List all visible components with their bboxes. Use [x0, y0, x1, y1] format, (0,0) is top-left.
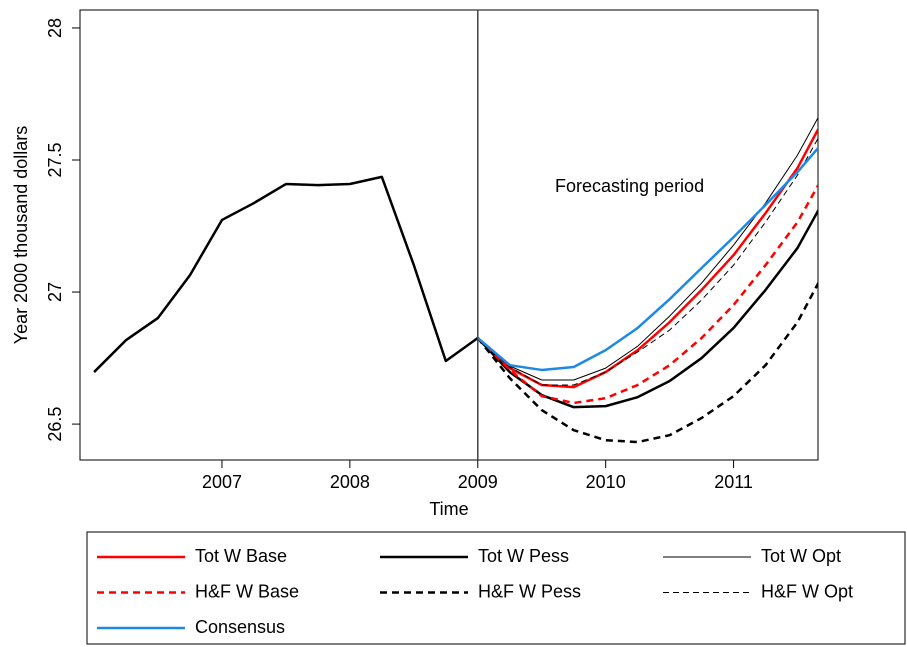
annotation: Forecasting period	[555, 176, 704, 196]
y-tick-label: 26.5	[45, 407, 65, 442]
series-line	[476, 146, 818, 372]
series-line	[476, 126, 818, 389]
x-tick-label: 2009	[458, 472, 498, 492]
x-tick-label: 2011	[714, 472, 753, 492]
y-tick-label: 27	[45, 282, 65, 302]
legend-label: Consensus	[195, 617, 285, 637]
legend-label: Tot W Opt	[761, 546, 841, 566]
series-line	[93, 175, 479, 373]
series-line	[477, 137, 818, 386]
plot-area	[93, 116, 818, 444]
legend-label: H&F W Pess	[478, 581, 581, 601]
legend-label: Tot W Base	[195, 546, 287, 566]
plot-frame	[79, 9, 819, 461]
legend-label: H&F W Base	[195, 581, 299, 601]
x-tick-label: 2008	[330, 472, 370, 492]
y-tick-label: 28	[45, 18, 65, 38]
legend-label: H&F W Opt	[761, 581, 853, 601]
legend-label: Tot W Pess	[478, 546, 569, 566]
series-line	[477, 116, 818, 381]
y-tick-label: 27.5	[45, 142, 65, 177]
series-line	[476, 182, 818, 405]
x-axis-label: Time	[429, 499, 468, 519]
legend-frame	[86, 531, 906, 645]
series-line	[476, 280, 818, 444]
y-axis-label: Year 2000 thousand dollars	[11, 126, 31, 345]
x-tick-label: 2010	[586, 472, 626, 492]
series-line	[476, 208, 818, 409]
x-tick-label: 2007	[202, 472, 242, 492]
